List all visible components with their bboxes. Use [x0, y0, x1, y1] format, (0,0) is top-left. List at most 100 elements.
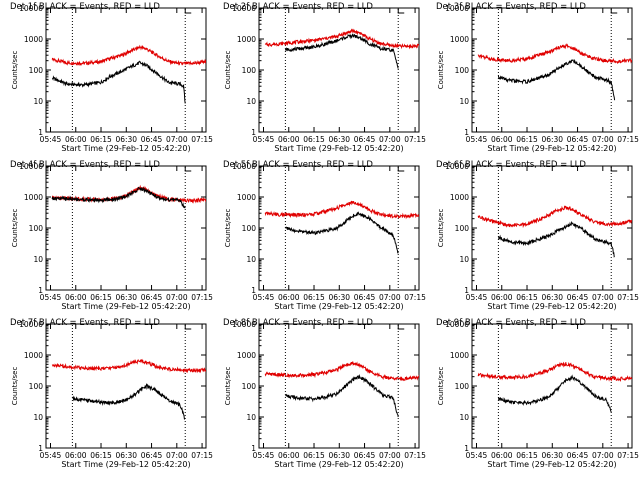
- end-marker-bracket: [397, 324, 405, 330]
- end-marker-bracket: [184, 324, 192, 330]
- x-axis-label: Start Time (29-Feb-12 05:42:20): [61, 144, 190, 153]
- x-tick-label: 06:15: [516, 135, 538, 144]
- plot-frame: [45, 323, 207, 449]
- events-series-line: [285, 373, 399, 418]
- y-tick-label: 10: [246, 255, 256, 264]
- x-tick-label: 06:15: [90, 451, 112, 460]
- x-tick-label: 07:00: [592, 451, 614, 460]
- y-tick-label: 10: [33, 97, 43, 106]
- lld-series-line: [477, 43, 632, 65]
- x-tick-label: 05:45: [40, 451, 62, 460]
- y-tick-label: 1: [251, 444, 256, 453]
- y-tick-label: 10000: [445, 162, 469, 171]
- x-tick-label: 06:45: [567, 293, 589, 302]
- y-axis-label: Counts/sec: [11, 209, 19, 248]
- x-tick-label: 07:15: [191, 135, 213, 144]
- x-tick-label: 07:00: [166, 451, 188, 460]
- y-tick-label: 10000: [445, 4, 469, 13]
- y-tick-label: 1000: [237, 35, 256, 44]
- x-tick-label: 06:00: [65, 451, 87, 460]
- x-tick-label: 06:15: [303, 135, 325, 144]
- y-axis-label: Counts/sec: [224, 51, 232, 90]
- x-axis-label: Start Time (29-Feb-12 05:42:20): [274, 460, 403, 469]
- lld-series-line: [51, 44, 206, 67]
- plot-frame: [45, 165, 207, 291]
- x-tick-label: 05:45: [253, 451, 275, 460]
- x-axis-label: Start Time (29-Feb-12 05:42:20): [61, 302, 190, 311]
- detector-chart-2: Det 2f BLACK = Events, RED = LLD 1 10 100 10…: [223, 2, 426, 153]
- y-tick-label: 100: [242, 224, 257, 233]
- x-tick-label: 07:15: [617, 135, 639, 144]
- events-series-line: [72, 383, 186, 420]
- lld-series-line: [51, 358, 206, 374]
- y-axis-label: Counts/sec: [11, 367, 19, 406]
- x-tick-label: 06:45: [354, 135, 376, 144]
- x-tick-label: 06:00: [491, 293, 513, 302]
- y-tick-label: 100: [29, 382, 44, 391]
- x-tick-label: 06:45: [141, 135, 163, 144]
- x-tick-label: 06:15: [90, 135, 112, 144]
- lld-series-line: [264, 200, 419, 220]
- detector-chart-9: Det 9f BLACK = Events, RED = LLD 1 10 100 10…: [436, 318, 639, 469]
- end-marker-bracket: [397, 8, 405, 14]
- y-tick-label: 1000: [450, 35, 469, 44]
- x-tick-label: 06:00: [278, 293, 300, 302]
- x-tick-label: 07:15: [191, 451, 213, 460]
- y-tick-label: 1000: [237, 193, 256, 202]
- y-axis-label: Counts/sec: [11, 51, 19, 90]
- y-tick-label: 10: [459, 97, 469, 106]
- events-series-line: [497, 58, 616, 101]
- y-tick-label: 10000: [232, 320, 256, 329]
- detector-chart-3: Det 3f BLACK = Events, RED = LLD 1 10 100 10…: [436, 2, 639, 153]
- y-tick-label: 1000: [24, 193, 43, 202]
- x-tick-label: 06:30: [541, 135, 563, 144]
- detector-chart-8: Det 8f BLACK = Events, RED = LLD 1 10 100 10…: [223, 318, 426, 469]
- y-tick-label: 10000: [445, 320, 469, 329]
- x-tick-label: 06:45: [354, 293, 376, 302]
- y-tick-label: 1: [464, 286, 469, 295]
- x-tick-label: 07:00: [592, 135, 614, 144]
- x-tick-label: 06:00: [278, 135, 300, 144]
- y-tick-label: 1: [38, 444, 43, 453]
- end-marker-bracket: [610, 166, 618, 172]
- lld-series-line: [264, 28, 419, 50]
- y-tick-label: 10000: [19, 320, 43, 329]
- events-series-line: [284, 33, 399, 69]
- y-tick-label: 100: [29, 66, 44, 75]
- y-tick-label: 10: [459, 413, 469, 422]
- x-tick-label: 06:30: [541, 293, 563, 302]
- x-tick-label: 06:30: [328, 135, 350, 144]
- x-tick-label: 07:15: [404, 451, 426, 460]
- y-tick-label: 1: [464, 128, 469, 137]
- y-tick-label: 10: [33, 255, 43, 264]
- chart-title: Det 7f BLACK = Events, RED = LLD: [10, 318, 160, 328]
- events-series-line: [497, 374, 612, 413]
- x-tick-label: 06:30: [541, 451, 563, 460]
- events-series-line: [497, 220, 615, 258]
- y-axis-label: Counts/sec: [437, 209, 445, 248]
- x-tick-label: 05:45: [253, 293, 275, 302]
- x-tick-label: 07:00: [592, 293, 614, 302]
- x-tick-label: 05:45: [253, 135, 275, 144]
- chart-title: Det 9f BLACK = Events, RED = LLD: [436, 318, 586, 328]
- y-tick-label: 10: [459, 255, 469, 264]
- y-tick-label: 1000: [24, 35, 43, 44]
- y-tick-label: 10: [246, 97, 256, 106]
- end-marker-bracket: [184, 166, 192, 172]
- x-tick-label: 06:15: [516, 451, 538, 460]
- y-tick-label: 10000: [232, 162, 256, 171]
- detector-chart-6: Det 6f BLACK = Events, RED = LLD 1 10 100 10…: [436, 160, 639, 311]
- x-tick-label: 05:45: [40, 293, 62, 302]
- y-tick-label: 1000: [450, 193, 469, 202]
- y-tick-label: 10000: [232, 4, 256, 13]
- y-axis-label: Counts/sec: [437, 51, 445, 90]
- chart-title: Det 1f BLACK = Events, RED = LLD: [10, 2, 160, 12]
- end-marker-bracket: [184, 8, 192, 14]
- detector-chart-5: Det 5f BLACK = Events, RED = LLD 1 10 100 10…: [223, 160, 426, 311]
- x-tick-label: 06:30: [115, 451, 137, 460]
- chart-title: Det 4f BLACK = Events, RED = LLD: [10, 160, 160, 170]
- x-tick-label: 06:15: [516, 293, 538, 302]
- x-tick-label: 07:00: [379, 451, 401, 460]
- x-tick-label: 07:15: [404, 135, 426, 144]
